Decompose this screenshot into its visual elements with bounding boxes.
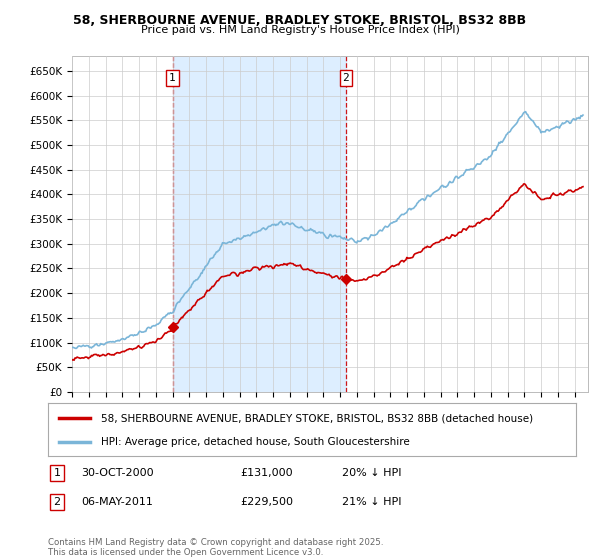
Text: 1: 1 bbox=[169, 73, 176, 83]
Text: 21% ↓ HPI: 21% ↓ HPI bbox=[342, 497, 401, 507]
Text: 30-OCT-2000: 30-OCT-2000 bbox=[81, 468, 154, 478]
Text: 1: 1 bbox=[53, 468, 61, 478]
Text: Price paid vs. HM Land Registry's House Price Index (HPI): Price paid vs. HM Land Registry's House … bbox=[140, 25, 460, 35]
Bar bbox=[173, 56, 346, 392]
Text: 2: 2 bbox=[343, 73, 349, 83]
Text: HPI: Average price, detached house, South Gloucestershire: HPI: Average price, detached house, Sout… bbox=[101, 436, 410, 446]
Text: 06-MAY-2011: 06-MAY-2011 bbox=[81, 497, 153, 507]
Text: £131,000: £131,000 bbox=[240, 468, 293, 478]
Text: 2: 2 bbox=[53, 497, 61, 507]
Text: £229,500: £229,500 bbox=[240, 497, 293, 507]
Text: 58, SHERBOURNE AVENUE, BRADLEY STOKE, BRISTOL, BS32 8BB (detached house): 58, SHERBOURNE AVENUE, BRADLEY STOKE, BR… bbox=[101, 413, 533, 423]
Text: 58, SHERBOURNE AVENUE, BRADLEY STOKE, BRISTOL, BS32 8BB: 58, SHERBOURNE AVENUE, BRADLEY STOKE, BR… bbox=[73, 14, 527, 27]
Text: Contains HM Land Registry data © Crown copyright and database right 2025.
This d: Contains HM Land Registry data © Crown c… bbox=[48, 538, 383, 557]
Text: 20% ↓ HPI: 20% ↓ HPI bbox=[342, 468, 401, 478]
